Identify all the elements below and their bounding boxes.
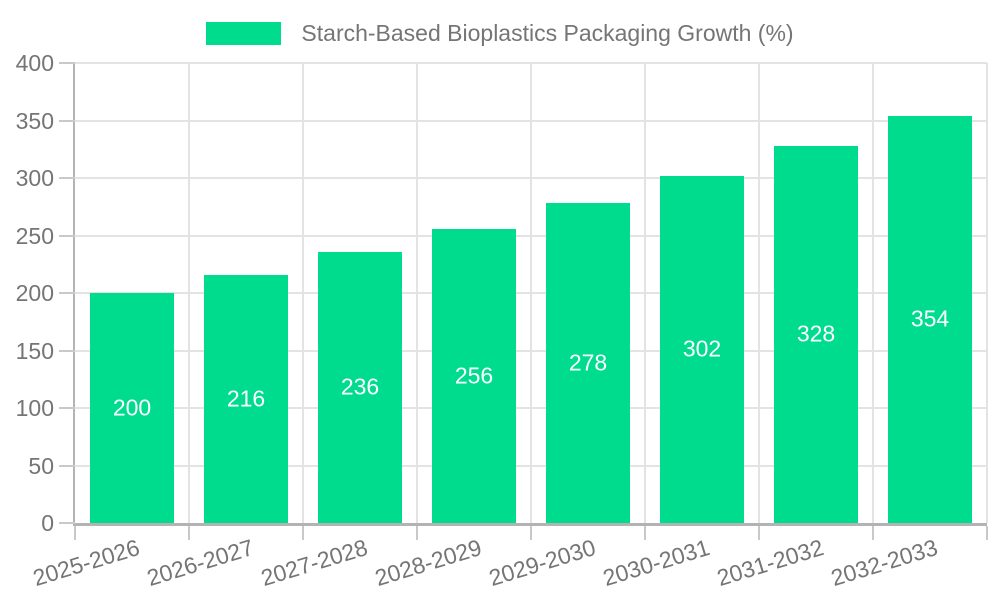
legend-label: Starch-Based Bioplastics Packaging Growt…: [301, 20, 794, 46]
y-axis-tick-label: 150: [15, 337, 54, 364]
x-axis-tick: [416, 526, 418, 540]
bar[interactable]: 216: [204, 274, 288, 523]
bar[interactable]: 256: [432, 228, 516, 523]
gridline-vertical: [758, 63, 760, 523]
bar-value-label: 278: [568, 349, 608, 376]
y-axis-tick: [59, 464, 75, 467]
x-axis-tick: [530, 526, 532, 540]
gridline-vertical: [188, 63, 190, 523]
bar-value-label: 256: [454, 362, 494, 389]
y-axis-tick: [59, 234, 75, 237]
gridline-vertical: [530, 63, 532, 523]
x-axis-tick: [188, 526, 190, 540]
bar-value-label: 354: [910, 305, 950, 332]
bar-value-label: 302: [682, 335, 722, 362]
y-axis-tick-label: 300: [15, 165, 54, 191]
gridline-vertical: [416, 63, 418, 523]
bar[interactable]: 328: [774, 145, 858, 523]
y-axis-tick: [59, 349, 75, 352]
y-axis-tick: [59, 62, 75, 64]
bar[interactable]: 302: [660, 175, 744, 523]
y-axis-tick: [59, 119, 75, 122]
y-axis-tick: [59, 292, 75, 294]
gridline-vertical: [872, 63, 874, 523]
x-axis-tick: [986, 526, 988, 540]
x-axis-tick: [644, 526, 646, 540]
bar[interactable]: 200: [90, 293, 174, 523]
y-axis-tick: [59, 407, 75, 409]
bar-value-label: 216: [226, 385, 266, 412]
bar[interactable]: 278: [546, 203, 630, 523]
bar-value-label: 200: [112, 394, 152, 421]
plot-area: 200 216 236 256 278 302 328 354: [59, 62, 988, 540]
y-axis-tick-label: 350: [15, 107, 54, 134]
y-axis-tick: [59, 522, 75, 524]
y-axis-tick-label: 200: [15, 280, 54, 306]
y-axis-tick-label: 50: [28, 452, 54, 479]
y-axis-tick-label: 0: [41, 510, 54, 536]
bar[interactable]: 354: [888, 115, 972, 523]
x-axis-tick: [758, 526, 760, 540]
gridline-vertical: [986, 63, 988, 523]
legend-swatch-icon: [206, 22, 282, 45]
x-axis-tick: [74, 526, 76, 540]
y-axis-tick-label: 250: [15, 222, 54, 249]
gridline-vertical: [302, 63, 304, 523]
bar-value-label: 236: [340, 373, 380, 400]
chart-legend[interactable]: Starch-Based Bioplastics Packaging Growt…: [0, 20, 1000, 47]
y-axis-tick-label: 400: [15, 50, 54, 76]
x-axis-tick: [872, 526, 874, 540]
bar-value-label: 328: [796, 320, 836, 347]
gridline-vertical: [644, 63, 646, 523]
y-axis-tick: [59, 177, 75, 179]
x-axis-tick: [302, 526, 304, 540]
y-axis-tick-label: 100: [15, 395, 54, 421]
bar[interactable]: 236: [318, 251, 402, 523]
